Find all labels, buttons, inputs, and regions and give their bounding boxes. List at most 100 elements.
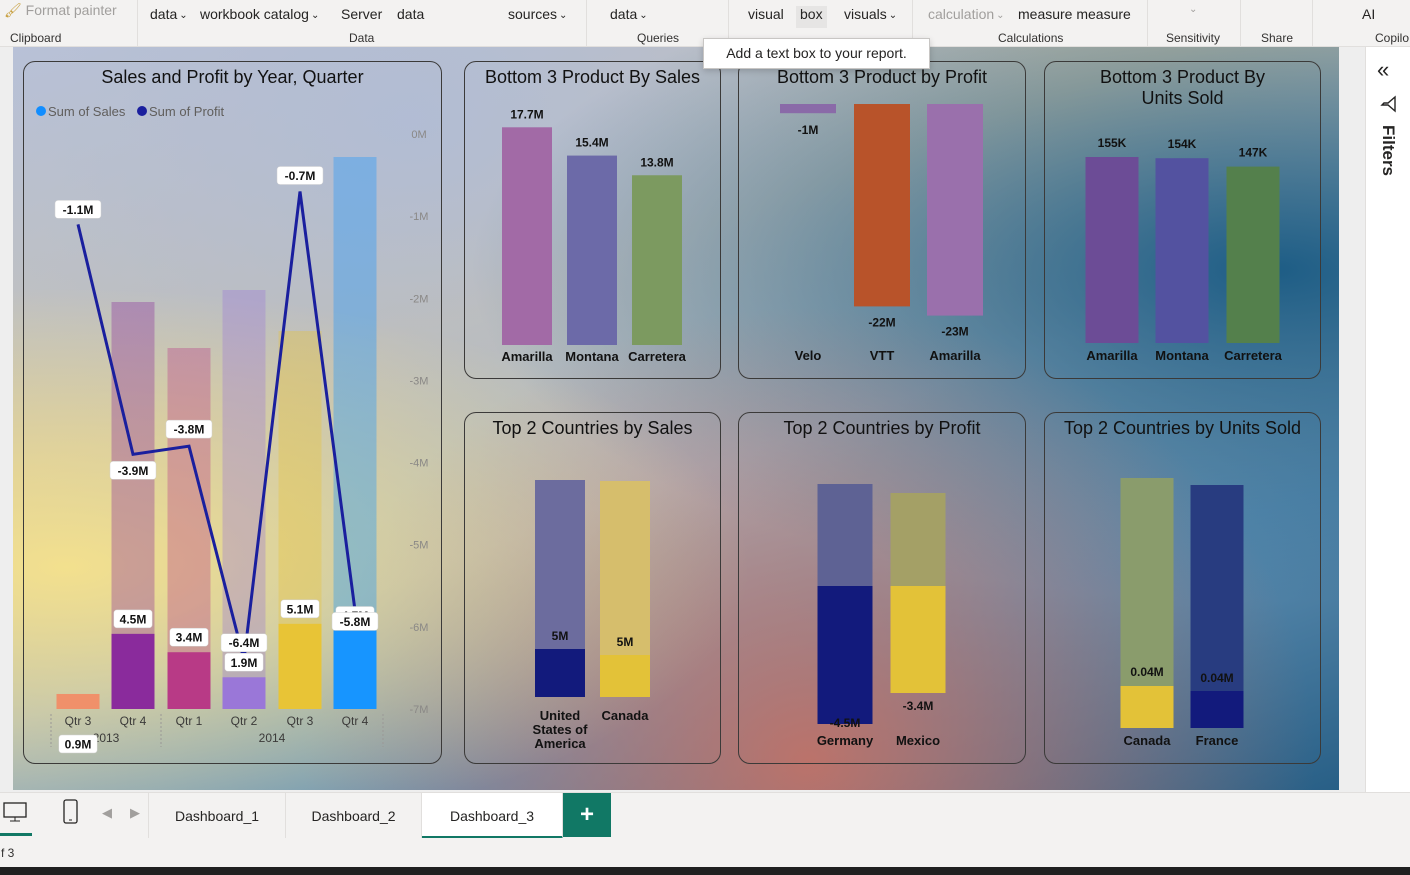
y-axis-tick: -5M — [410, 540, 429, 552]
bottom-sales-card[interactable]: Bottom 3 Product By Sales 17.7M Amarilla 1… — [464, 61, 721, 379]
card-title: Bottom 3 Product by Profit — [776, 67, 988, 87]
ribbon-divider — [728, 0, 729, 47]
text-box-tooltip: Add a text box to your report. — [703, 38, 930, 69]
sales-profit-card[interactable]: Sales and Profit by Year, Quarter Sum of… — [23, 61, 442, 764]
category-label: Mexico — [896, 733, 940, 748]
profit-data-label: -5.8M — [331, 612, 379, 631]
svg-text:0.9M: 0.9M — [65, 737, 92, 751]
page-tab-bar: ◀ ▶ Dashboard_1 Dashboard_2 Dashboard_3 … — [0, 792, 1410, 839]
bar — [1190, 691, 1244, 728]
sales-bar — [333, 630, 377, 709]
chevron-down-icon: ⌄ — [996, 10, 1005, 21]
calculations-group-label: Calculations — [998, 31, 1064, 45]
data-label: 147K — [1239, 146, 1268, 160]
new-measure-button[interactable]: measure measure — [1018, 6, 1131, 22]
ribbon-divider — [912, 0, 913, 47]
top-profit-card[interactable]: Top 2 Countries by Profit -4.5M Germany -3… — [738, 412, 1026, 764]
card-title: Bottom 3 Product By Units Sold — [1099, 67, 1266, 108]
sales-bar-highlight — [167, 348, 211, 709]
data-label: 15.4M — [575, 136, 608, 150]
top-profit-chart: -4.5M Germany -3.4M Mexico — [817, 484, 946, 748]
bar — [632, 175, 682, 345]
desktop-view-button[interactable] — [0, 793, 32, 836]
svg-text:-5.8M: -5.8M — [340, 615, 371, 629]
bottom-units-card[interactable]: Bottom 3 Product By Units Sold 155K Amari… — [1044, 61, 1321, 379]
transform-data-button[interactable]: data ⌄ — [610, 6, 648, 22]
bottom-profit-chart: -1M Velo -22M VTT -23M Amarilla — [780, 104, 983, 363]
bar — [1085, 157, 1139, 343]
sales-bar — [111, 633, 155, 709]
svg-text:-0.7M: -0.7M — [285, 169, 316, 183]
top-sales-card[interactable]: Top 2 Countries by Sales 5M United States … — [464, 412, 721, 764]
data-label: 0.04M — [1130, 665, 1163, 679]
mobile-view-button[interactable] — [60, 793, 82, 833]
format-painter-button[interactable]: 🖌 Format painter — [4, 2, 117, 18]
data-label: 5M — [552, 629, 569, 643]
tab-dashboard-1[interactable]: Dashboard_1 — [148, 793, 286, 839]
data-label: -23M — [941, 325, 968, 339]
x-axis-tick: Qtr 1 — [176, 714, 203, 728]
filters-pane: « Filters — [1365, 47, 1410, 792]
chevron-down-icon: ⌄ — [179, 10, 188, 21]
sales-data-label: 4.5M — [113, 609, 153, 629]
sales-bar — [278, 623, 322, 709]
bar-highlight — [1120, 478, 1174, 686]
add-page-button[interactable]: + — [563, 793, 611, 837]
tab-dashboard-2[interactable]: Dashboard_2 — [286, 793, 422, 839]
bar — [780, 104, 836, 114]
y-axis-tick: -7M — [410, 704, 429, 716]
sensitivity-dropdown[interactable]: ⌄ — [1187, 4, 1197, 16]
category-label: United — [540, 708, 581, 723]
bottom-profit-card[interactable]: Bottom 3 Product by Profit -1M Velo -22M VT… — [738, 61, 1026, 379]
share-group-label[interactable]: Share — [1261, 31, 1294, 45]
filter-funnel-icon[interactable] — [1380, 95, 1398, 113]
quick-calculation-button[interactable]: calculation ⌄ — [928, 6, 1005, 22]
bar-highlight — [600, 481, 650, 655]
data-label: 154K — [1168, 137, 1197, 151]
scroll-right-icon[interactable]: ▶ — [130, 805, 140, 820]
sales-data-label: 0.9M — [58, 734, 98, 754]
sales-bar — [222, 677, 266, 709]
data-label: -1M — [798, 123, 819, 137]
y-axis-tick: -1M — [410, 211, 429, 223]
sql-server-button[interactable]: Server — [341, 6, 383, 22]
get-data-button[interactable]: data ⌄ — [150, 6, 188, 22]
chevron-down-icon: ⌄ — [1189, 4, 1198, 15]
more-visuals-button[interactable]: visuals ⌄ — [844, 6, 898, 22]
scroll-left-icon[interactable]: ◀ — [102, 805, 112, 820]
y-axis-tick: -4M — [410, 458, 429, 470]
ribbon: 🖌 Format painter Clipboard data ⌄ workboo… — [0, 0, 1410, 47]
profit-data-label: -3.8M — [165, 419, 213, 439]
bar — [502, 127, 552, 345]
sensitivity-group-label: Sensitivity — [1166, 31, 1221, 45]
filters-label[interactable]: Filters — [1379, 125, 1398, 177]
category-label: Amarilla — [929, 348, 981, 363]
collapse-pane-icon[interactable]: « — [1377, 57, 1390, 82]
x-axis-year: 2014 — [259, 731, 286, 745]
top-units-card[interactable]: Top 2 Countries by Units Sold 0.04M Canad… — [1044, 412, 1321, 764]
bar — [1155, 158, 1209, 343]
ribbon-divider — [586, 0, 587, 47]
new-visual-button[interactable]: visual — [748, 6, 784, 22]
text-box-button[interactable]: box — [796, 6, 827, 28]
copilot-ai-button[interactable]: AI — [1362, 6, 1376, 22]
bar — [1120, 686, 1174, 728]
sales-data-label: 1.9M — [224, 653, 264, 672]
bar — [567, 155, 617, 345]
enter-data-button[interactable]: data — [397, 6, 425, 22]
y-axis-tick: 0M — [411, 129, 426, 141]
legend-item-sales: Sum of Sales — [48, 104, 126, 119]
sales-bar — [56, 693, 100, 709]
workbook-catalog-button[interactable]: workbook catalog ⌄ — [200, 6, 320, 22]
tab-dashboard-3[interactable]: Dashboard_3 — [422, 793, 563, 839]
y-axis-tick: -3M — [410, 375, 429, 387]
legend-marker-sales — [36, 106, 46, 116]
sales-bar — [167, 652, 211, 709]
data-label: -22M — [868, 315, 895, 329]
data-label: -4.5M — [830, 716, 861, 730]
recent-sources-button[interactable]: sources ⌄ — [508, 6, 568, 22]
bar-highlight — [890, 493, 946, 586]
bar — [854, 104, 910, 307]
chevron-down-icon: ⌄ — [559, 10, 568, 21]
